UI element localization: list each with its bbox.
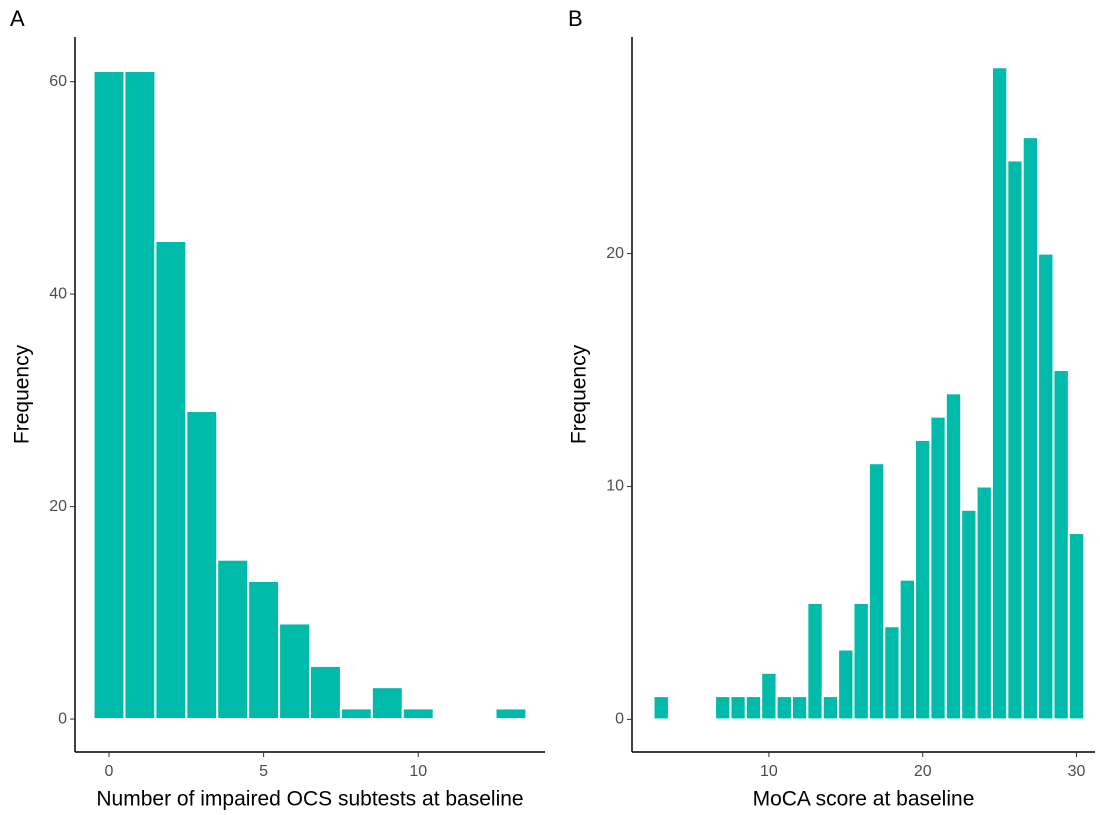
y-tick-label: 0 [615, 711, 624, 728]
bar [806, 601, 824, 721]
bar [1021, 136, 1040, 721]
x-tick-label: 10 [760, 763, 778, 780]
bar [1037, 252, 1055, 721]
bar [852, 601, 870, 721]
y-tick-label: 10 [606, 478, 624, 495]
bar [898, 578, 917, 721]
bar [960, 508, 978, 721]
bar [944, 392, 963, 721]
y-tick-label: 20 [49, 498, 67, 515]
x-axis-title: Number of impaired OCS subtests at basel… [96, 788, 523, 811]
bar [790, 695, 809, 721]
x-tick-label: 10 [409, 763, 427, 780]
y-tick-label: 0 [58, 710, 67, 727]
bar [247, 579, 281, 721]
bar [760, 671, 778, 721]
bar [401, 707, 435, 721]
y-axis-title: Frequency [568, 344, 591, 444]
bar [775, 695, 793, 721]
bar [494, 707, 528, 721]
bar [867, 462, 886, 721]
y-axis-title: Frequency [11, 344, 34, 444]
bar [652, 695, 670, 721]
bar [123, 69, 157, 721]
panel-label: B [568, 6, 583, 31]
panel-label: A [10, 6, 25, 31]
bar [1006, 159, 1024, 721]
y-tick-label: 40 [49, 285, 67, 302]
bar [729, 695, 747, 721]
bar [883, 625, 901, 721]
bar [216, 558, 250, 721]
bar [278, 622, 312, 721]
bar [92, 69, 126, 721]
y-tick-label: 20 [606, 245, 624, 262]
bar [975, 485, 993, 721]
bar [339, 707, 373, 721]
bar [914, 438, 932, 721]
bar [1052, 369, 1070, 721]
bar [370, 686, 404, 721]
bar [154, 239, 188, 721]
bar [929, 415, 947, 721]
bar [990, 66, 1009, 721]
bar [309, 664, 342, 721]
y-tick-label: 60 [49, 73, 67, 90]
bar [714, 695, 732, 721]
x-tick-label: 0 [105, 763, 114, 780]
bar [185, 409, 219, 721]
bar [1067, 532, 1086, 721]
bar [821, 695, 840, 721]
bar [837, 648, 855, 721]
x-tick-label: 30 [1068, 763, 1086, 780]
x-axis-title: MoCA score at baseline [753, 788, 975, 811]
x-tick-label: 5 [259, 763, 268, 780]
bar [744, 695, 763, 721]
x-tick-label: 20 [914, 763, 932, 780]
